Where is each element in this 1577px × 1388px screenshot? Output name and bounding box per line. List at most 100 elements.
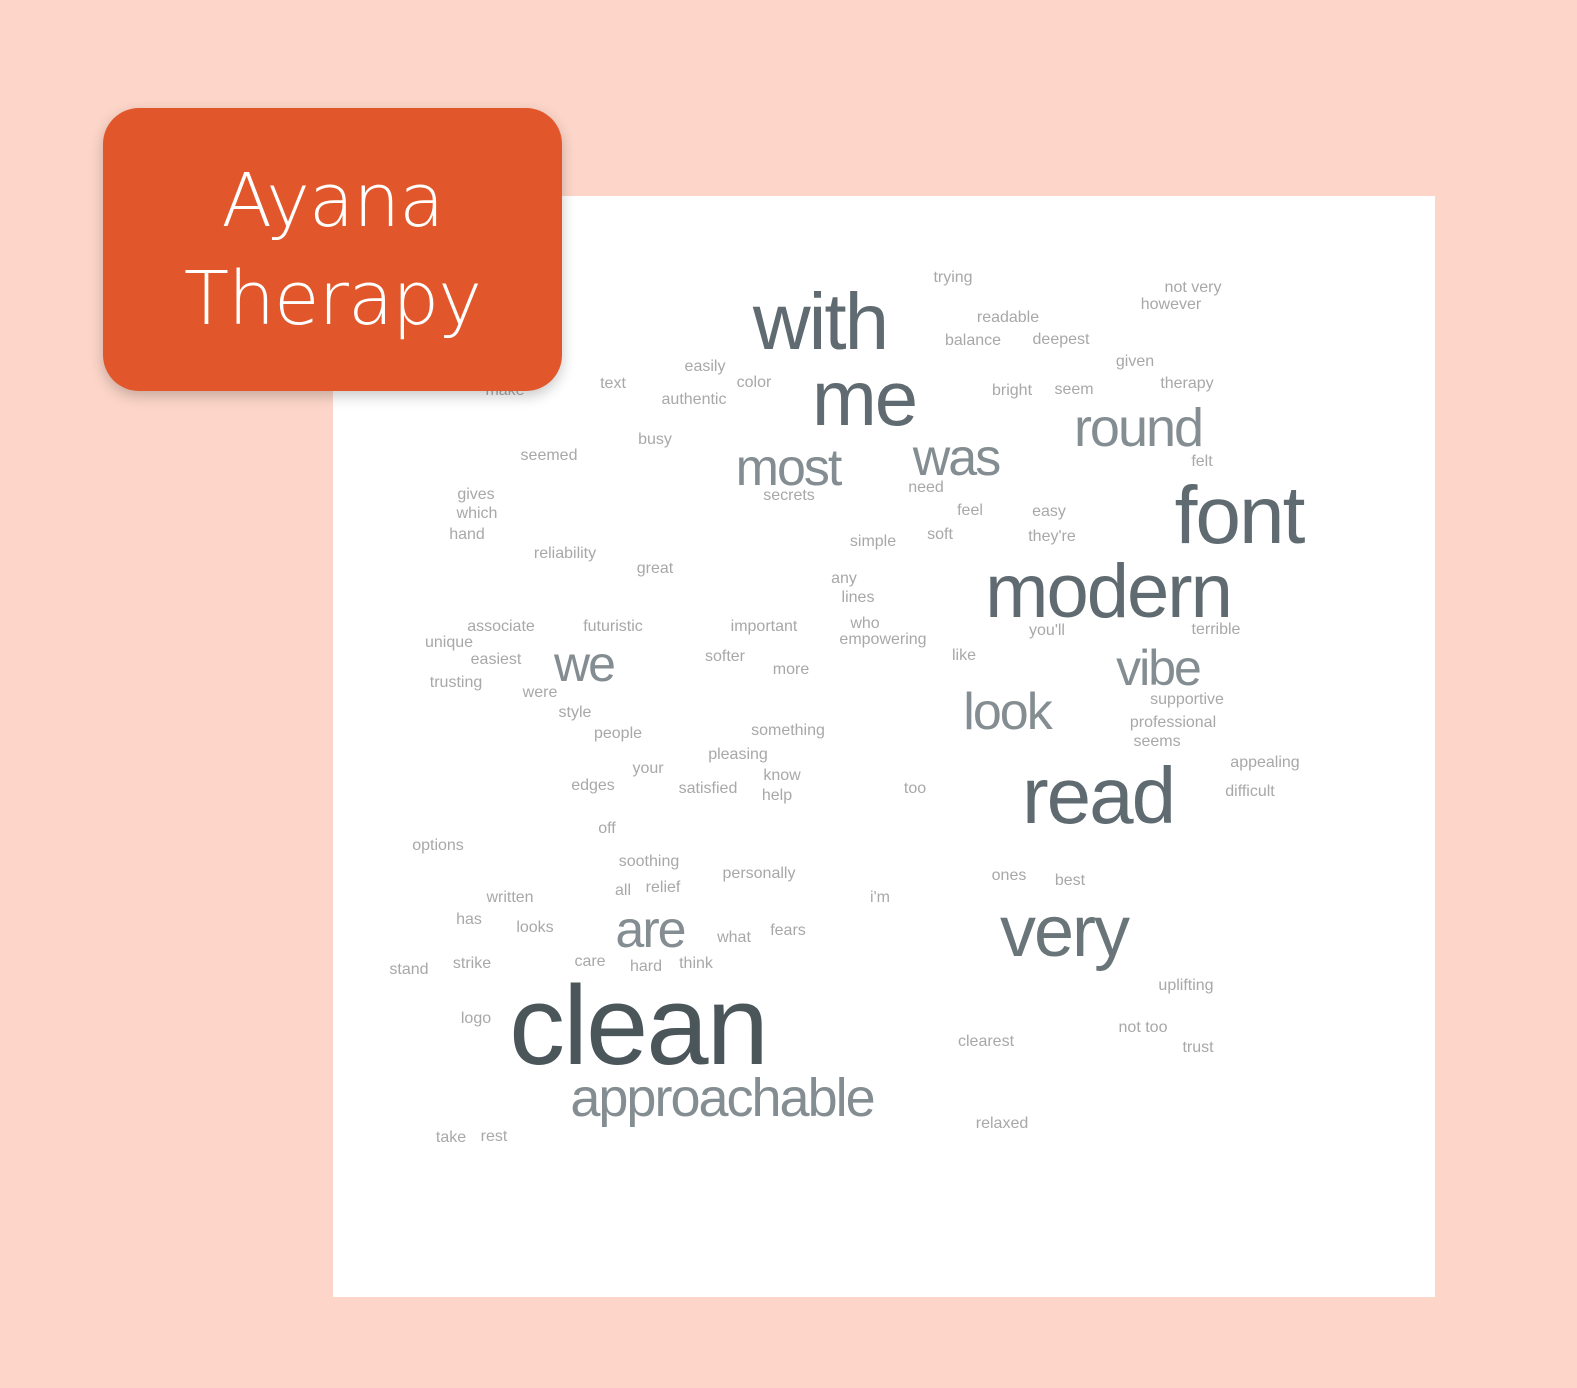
cloud-word-given: given bbox=[1115, 353, 1155, 370]
word-cloud: clean with me font modern read very round was mos… bbox=[333, 196, 1435, 1297]
cloud-word-hand: hand bbox=[449, 526, 485, 543]
brand-line-2: Therapy bbox=[183, 255, 482, 342]
cloud-word-we: we bbox=[554, 636, 616, 692]
cloud-word-clearest: clearest bbox=[957, 1033, 1015, 1050]
cloud-word-what: what bbox=[717, 929, 751, 946]
cloud-word-modern: modern bbox=[985, 549, 1233, 634]
cloud-word-relief: relief bbox=[645, 879, 681, 896]
cloud-word-however: however bbox=[1140, 296, 1202, 313]
cloud-word-take: take bbox=[435, 1129, 467, 1146]
cloud-word-more: more bbox=[772, 661, 810, 678]
cloud-word-uplifting: uplifting bbox=[1158, 977, 1214, 994]
cloud-word-vibe: vibe bbox=[1116, 640, 1202, 696]
cloud-word-supportive: supportive bbox=[1150, 691, 1224, 708]
cloud-word-think: think bbox=[679, 955, 713, 972]
cloud-word-appealing: appealing bbox=[1230, 754, 1300, 771]
cloud-word-i-m: i'm bbox=[870, 889, 890, 906]
cloud-word-associate: associate bbox=[467, 618, 535, 635]
cloud-word-professional: professional bbox=[1129, 714, 1217, 731]
cloud-word-seem: seem bbox=[1054, 381, 1094, 398]
cloud-word-very: very bbox=[999, 892, 1130, 972]
cloud-word-care: care bbox=[574, 953, 606, 970]
cloud-word-clean: clean bbox=[509, 963, 769, 1088]
cloud-word-was: was bbox=[912, 429, 1001, 487]
cloud-word-lines: lines bbox=[841, 589, 875, 606]
cloud-word-all: all bbox=[614, 882, 632, 899]
cloud-word-important: important bbox=[730, 618, 798, 635]
cloud-word-know: know bbox=[763, 767, 801, 784]
word-cloud-panel: clean with me font modern read very round was mos… bbox=[333, 196, 1435, 1297]
cloud-word-pleasing: pleasing bbox=[708, 746, 768, 763]
cloud-word-satisfied: satisfied bbox=[678, 780, 738, 797]
cloud-word-futuristic: futuristic bbox=[583, 618, 643, 635]
cloud-word-read: read bbox=[1021, 751, 1176, 840]
cloud-word-round: round bbox=[1073, 398, 1204, 458]
cloud-word-secrets: secrets bbox=[763, 487, 815, 504]
cloud-word-felt: felt bbox=[1191, 453, 1213, 470]
cloud-word-most: most bbox=[735, 439, 843, 497]
cloud-word-seems: seems bbox=[1133, 733, 1181, 750]
cloud-word-soothing: soothing bbox=[618, 853, 680, 870]
cloud-word-approachable: approachable bbox=[570, 1068, 875, 1128]
brand-logo: Ayana Therapy bbox=[183, 152, 482, 348]
cloud-word-too: too bbox=[903, 780, 927, 797]
cloud-word-your: your bbox=[632, 760, 664, 777]
cloud-word-authentic: authentic bbox=[661, 391, 727, 408]
cloud-word-logo: logo bbox=[460, 1010, 492, 1027]
cloud-word-not-too: not too bbox=[1118, 1019, 1168, 1036]
cloud-word-text: text bbox=[600, 375, 626, 392]
cloud-word-difficult: difficult bbox=[1225, 783, 1275, 800]
cloud-word-hard: hard bbox=[629, 958, 663, 975]
cloud-word-look: look bbox=[963, 683, 1052, 741]
cloud-word-me: me bbox=[811, 354, 918, 442]
cloud-word-seemed: seemed bbox=[520, 447, 578, 464]
cloud-word-readable: readable bbox=[976, 309, 1040, 326]
cloud-word-deepest: deepest bbox=[1032, 331, 1090, 348]
cloud-word-great: great bbox=[636, 560, 674, 577]
cloud-word-balance: balance bbox=[944, 332, 1002, 349]
cloud-word-were: were bbox=[522, 684, 558, 701]
cloud-word-unique: unique bbox=[424, 634, 474, 651]
cloud-word-need: need bbox=[908, 479, 944, 496]
cloud-word-they-re: they're bbox=[1028, 528, 1076, 545]
cloud-word-easiest: easiest bbox=[470, 651, 522, 668]
cloud-word-fears: fears bbox=[770, 922, 806, 939]
cloud-word-empowering: empowering bbox=[839, 631, 927, 648]
cloud-word-with: with bbox=[752, 277, 889, 366]
cloud-word-feel: feel bbox=[957, 502, 983, 519]
cloud-word-which: which bbox=[456, 505, 498, 522]
cloud-word-ones: ones bbox=[991, 867, 1027, 884]
cloud-word-like: like bbox=[951, 647, 977, 664]
cloud-word-options: options bbox=[412, 837, 464, 854]
cloud-word-edges: edges bbox=[571, 777, 615, 794]
cloud-word-has: has bbox=[456, 911, 482, 928]
cloud-word-rest: rest bbox=[480, 1128, 508, 1145]
cloud-word-written: written bbox=[486, 889, 534, 906]
cloud-word-not-very: not very bbox=[1164, 279, 1222, 296]
cloud-word-best: best bbox=[1054, 872, 1086, 889]
brand-line-1: Ayana bbox=[221, 157, 444, 244]
cloud-word-stand: stand bbox=[389, 961, 429, 978]
cloud-word-font: font bbox=[1174, 470, 1306, 561]
cloud-word-any: any bbox=[831, 570, 857, 587]
cloud-word-color: color bbox=[736, 374, 772, 391]
cloud-word-softer: softer bbox=[704, 648, 746, 665]
cloud-word-people: people bbox=[593, 725, 643, 742]
cloud-word-are: are bbox=[615, 901, 686, 959]
cloud-word-strike: strike bbox=[452, 955, 492, 972]
cloud-word-off: off bbox=[598, 820, 616, 837]
cloud-word-therapy: therapy bbox=[1160, 375, 1214, 392]
cloud-word-you-ll: you'll bbox=[1029, 622, 1065, 639]
cloud-word-trusting: trusting bbox=[429, 674, 483, 691]
cloud-word-who: who bbox=[850, 615, 880, 632]
cloud-word-soft: soft bbox=[927, 526, 953, 543]
cloud-word-relaxed: relaxed bbox=[975, 1115, 1029, 1132]
cloud-word-reliability: reliability bbox=[533, 545, 597, 562]
cloud-word-style: style bbox=[558, 704, 592, 721]
cloud-word-personally: personally bbox=[722, 865, 796, 882]
cloud-word-help: help bbox=[761, 787, 793, 804]
cloud-word-something: something bbox=[751, 722, 825, 739]
cloud-word-trust: trust bbox=[1182, 1039, 1214, 1056]
cloud-word-terrible: terrible bbox=[1191, 621, 1241, 638]
brand-badge: Ayana Therapy bbox=[103, 108, 562, 391]
